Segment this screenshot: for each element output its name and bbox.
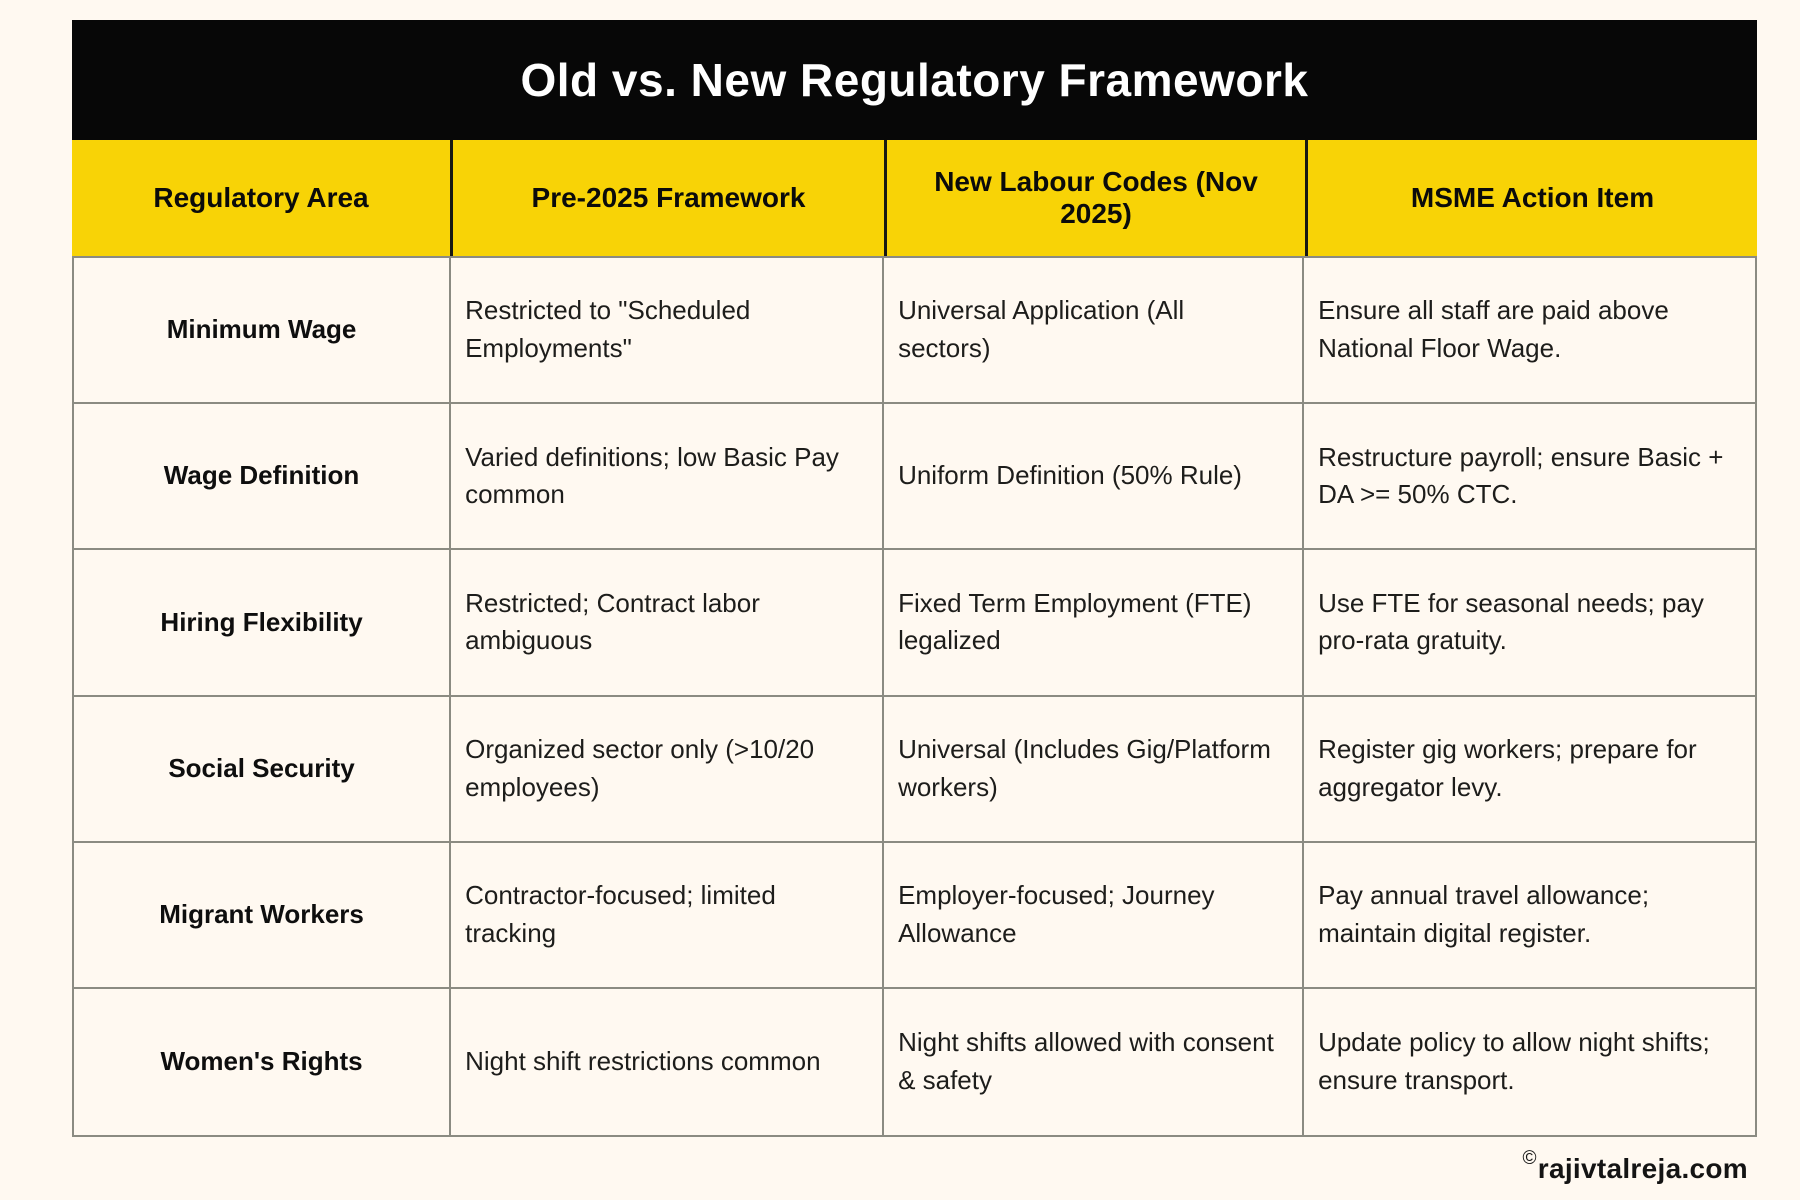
table-cell: Universal (Includes Gig/Platform workers…	[884, 696, 1305, 843]
table-cell: Register gig workers; prepare for aggreg…	[1304, 697, 1755, 843]
table-title-bar: Old vs. New Regulatory Framework	[72, 20, 1757, 140]
column-header-msme-action-item: MSME Action Item	[1305, 140, 1757, 256]
row-label-hiring-flexibility: Hiring Flexibility	[74, 550, 452, 697]
table-cell: Night shift restrictions common	[451, 988, 885, 1135]
table-cell: Uniform Definition (50% Rule)	[884, 404, 1305, 551]
column-header-new-labour-codes: New Labour Codes (Nov 2025)	[884, 140, 1305, 256]
comparison-table: Old vs. New Regulatory Framework Regulat…	[72, 20, 1757, 1137]
column-header-pre-2025-framework: Pre-2025 Framework	[450, 140, 884, 256]
row-label-womens-rights: Women's Rights	[74, 988, 452, 1135]
table-body: Minimum Wage Restricted to "Scheduled Em…	[72, 256, 1757, 1137]
table-cell: Pay annual travel allowance; maintain di…	[1304, 843, 1755, 989]
table-header-row: Regulatory Area Pre-2025 Framework New L…	[72, 140, 1757, 256]
table-cell: Fixed Term Employment (FTE) legalized	[884, 550, 1305, 697]
table-cell: Varied definitions; low Basic Pay common	[451, 404, 885, 551]
table-cell: Universal Application (All sectors)	[884, 258, 1305, 405]
table-cell: Restricted to "Scheduled Employments"	[451, 258, 885, 405]
table-cell: Restricted; Contract labor ambiguous	[451, 550, 885, 697]
table-cell: Night shifts allowed with consent & safe…	[884, 988, 1305, 1135]
table-cell: Use FTE for seasonal needs; pay pro-rata…	[1304, 550, 1755, 697]
page-title: Old vs. New Regulatory Framework	[520, 54, 1309, 106]
watermark-text: rajivtalreja.com	[1537, 1153, 1748, 1184]
table-cell: Update policy to allow night shifts; ens…	[1318, 1027, 1710, 1095]
table-cell: Contractor-focused; limited tracking	[451, 842, 885, 989]
row-label-wage-definition: Wage Definition	[74, 404, 452, 551]
row-label-migrant-workers: Migrant Workers	[74, 842, 452, 989]
watermark: ©rajivtalreja.com	[1522, 1148, 1748, 1185]
table-cell: Employer-focused; Journey Allowance	[884, 842, 1305, 989]
column-header-regulatory-area: Regulatory Area	[153, 182, 369, 213]
table-cell: Organized sector only (>10/20 employees)	[451, 696, 885, 843]
table-cell: Restructure payroll; ensure Basic + DA >…	[1304, 404, 1755, 551]
table-cell: Ensure all staff are paid above National…	[1304, 258, 1755, 405]
row-label-social-security: Social Security	[74, 696, 452, 843]
row-label-minimum-wage: Minimum Wage	[74, 258, 452, 405]
copyright-icon: ©	[1522, 1148, 1537, 1169]
